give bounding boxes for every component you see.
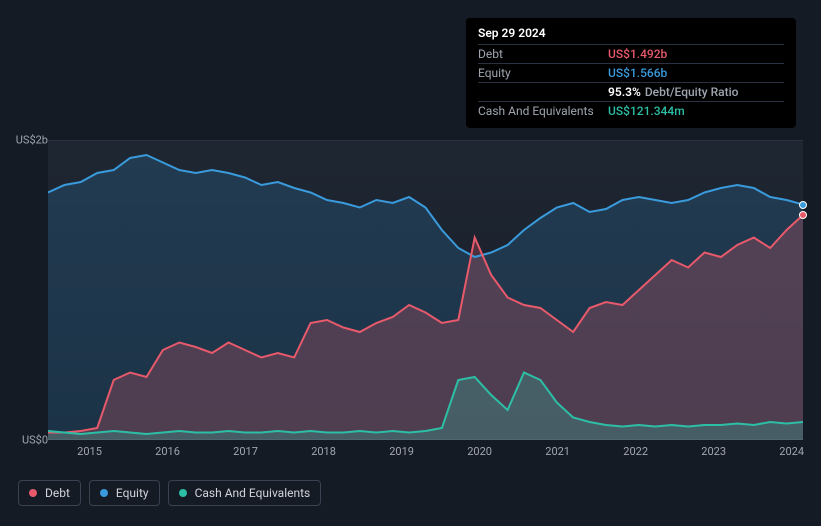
x-axis-label: 2022 [623, 445, 648, 458]
legend-item[interactable]: Equity [89, 480, 160, 506]
x-axis-label: 2020 [467, 445, 492, 458]
y-axis-label: US$2b [16, 134, 48, 147]
series-end-dot [799, 211, 807, 219]
tooltip-label: Cash And Equivalents [478, 104, 608, 118]
x-axis-label: 2018 [311, 445, 336, 458]
tooltip-row: Cash And EquivalentsUS$121.344m [478, 101, 784, 120]
x-axis-label: 2024 [779, 445, 804, 458]
x-axis-label: 2019 [389, 445, 414, 458]
x-axis-label: 2016 [155, 445, 180, 458]
chart-svg [48, 140, 803, 440]
tooltip-row: EquityUS$1.566b [478, 63, 784, 82]
tooltip-rows: DebtUS$1.492bEquityUS$1.566b95.3%Debt/Eq… [478, 44, 784, 120]
x-axis-label: 2021 [545, 445, 570, 458]
x-axis-label: 2015 [77, 445, 102, 458]
legend-dot [100, 489, 108, 497]
tooltip-value: US$121.344m [608, 104, 685, 118]
legend: Debt Equity Cash And Equivalents [18, 480, 321, 506]
x-axis-label: 2017 [233, 445, 258, 458]
legend-dot [29, 489, 37, 497]
legend-item[interactable]: Debt [18, 480, 81, 506]
tooltip-date: Sep 29 2024 [478, 26, 784, 40]
legend-label: Cash And Equivalents [195, 486, 311, 500]
tooltip-label: Equity [478, 66, 608, 80]
chart-tooltip: Sep 29 2024 DebtUS$1.492bEquityUS$1.566b… [466, 18, 796, 128]
y-axis-label: US$0 [22, 434, 48, 447]
tooltip-row: 95.3%Debt/Equity Ratio [478, 82, 784, 101]
legend-label: Equity [116, 486, 149, 500]
legend-item[interactable]: Cash And Equivalents [168, 480, 322, 506]
plot-area[interactable] [48, 140, 803, 440]
series-end-dot [799, 201, 807, 209]
tooltip-label: Debt [478, 47, 608, 61]
tooltip-value: 95.3%Debt/Equity Ratio [608, 85, 738, 99]
x-axis-label: 2023 [701, 445, 726, 458]
tooltip-value: US$1.566b [608, 66, 667, 80]
tooltip-value: US$1.492b [608, 47, 667, 61]
legend-label: Debt [45, 486, 70, 500]
tooltip-label [478, 85, 608, 99]
legend-dot [179, 489, 187, 497]
tooltip-row: DebtUS$1.492b [478, 44, 784, 63]
